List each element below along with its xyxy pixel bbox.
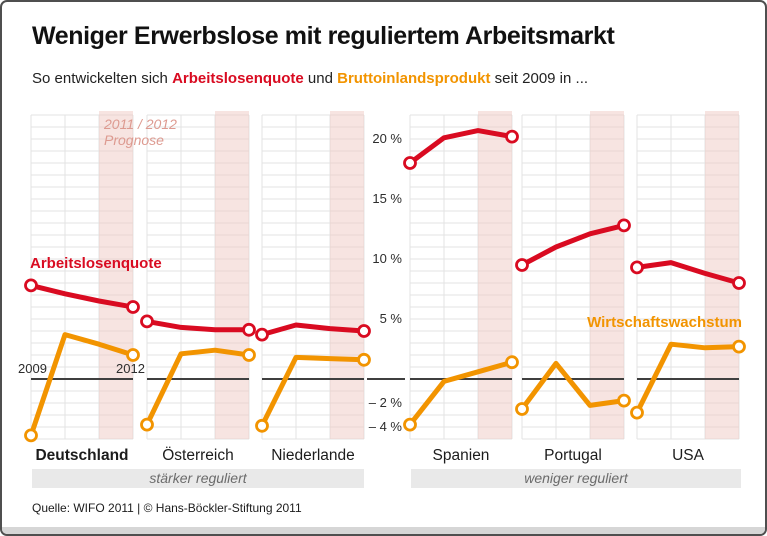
country-label-usa: USA [672, 447, 704, 464]
subtitle-tail: seit 2009 in ... [490, 70, 589, 87]
country-label-portugal: Portugal [544, 447, 602, 464]
y-axis-tick: 5 % [379, 311, 402, 326]
unemployment-line [144, 318, 252, 333]
subtitle-lead: So entwickelten sich [32, 70, 173, 87]
data-point-marker [24, 428, 38, 443]
data-point-marker [242, 348, 256, 362]
bottom-edge-strip [2, 527, 765, 534]
year-end-label: 2012 [116, 361, 145, 376]
forecast-band [99, 111, 133, 439]
data-point-marker [242, 322, 256, 337]
data-point-marker [617, 218, 631, 233]
forecast-band [478, 111, 512, 439]
country-label-spanien: Spanien [432, 447, 490, 464]
y-axis-tick: 10 % [372, 251, 402, 266]
data-point-marker [630, 260, 644, 275]
data-point-marker [24, 278, 38, 293]
gdp-line [634, 341, 742, 416]
data-point-marker [505, 355, 519, 370]
subtitle-term-gdp: Bruttoinlandsprodukt [337, 70, 491, 87]
page-title: Weniger Erwerbslose mit reguliertem Arbe… [32, 22, 615, 50]
forecast-annotation-line1: 2011 / 2012 [104, 116, 177, 132]
unemployment-line [407, 128, 515, 166]
data-point-marker [505, 129, 519, 144]
y-axis-tick: – 2 % [368, 395, 402, 410]
data-point-marker [357, 352, 371, 367]
unemployment-line [634, 260, 742, 286]
data-point-marker [357, 324, 371, 338]
data-point-marker [403, 156, 417, 170]
forecast-band [590, 111, 624, 439]
data-point-marker [403, 417, 417, 432]
data-point-marker [255, 327, 269, 342]
group-bar-stronger-regulated: stärker reguliert [32, 469, 364, 488]
data-point-marker [255, 418, 269, 433]
subtitle: So entwickelten sich Arbeitslosenquote u… [32, 70, 588, 87]
forecast-band [215, 111, 249, 439]
source-credit: Quelle: WIFO 2011 | © Hans-Böckler-Stift… [32, 501, 302, 515]
data-point-marker [140, 417, 154, 432]
country-label-deutschland: Deutschland [35, 447, 129, 464]
unemployment-line [259, 322, 367, 338]
data-point-marker [732, 276, 746, 290]
data-point-marker [630, 405, 644, 420]
subtitle-term-unemployment: Arbeitslosenquote [172, 70, 304, 87]
forecast-band [330, 111, 364, 439]
unemployment-line [519, 222, 627, 268]
forecast-annotation-line2: Prognose [104, 132, 164, 148]
group-bar-less-regulated: weniger reguliert [411, 469, 741, 488]
y-axis-tick: 15 % [372, 191, 402, 206]
data-point-marker [140, 314, 154, 329]
forecast-annotation: 2011 / 2012 Prognose [104, 116, 177, 148]
data-point-marker [515, 402, 529, 416]
subtitle-mid: und [303, 70, 338, 87]
gdp-line [28, 332, 136, 438]
data-point-marker [126, 300, 140, 314]
unemployment-line [28, 282, 136, 310]
year-start-label: 2009 [18, 361, 47, 376]
country-label-niederlande: Niederlande [271, 447, 355, 464]
unemployment-series-label: Arbeitslosenquote [30, 255, 162, 272]
gdp-line [519, 360, 627, 412]
country-label-oesterreich: Österreich [162, 447, 234, 464]
data-point-marker [732, 339, 746, 354]
growth-series-label: Wirtschaftswachstum [587, 314, 742, 331]
gdp-line [407, 359, 515, 428]
gdp-line [259, 354, 367, 429]
data-point-marker [126, 348, 140, 362]
y-axis-tick: – 4 % [368, 419, 402, 434]
data-point-marker [515, 258, 529, 272]
y-axis-tick: 20 % [372, 131, 402, 146]
gdp-line [144, 347, 252, 428]
data-point-marker [617, 393, 631, 408]
